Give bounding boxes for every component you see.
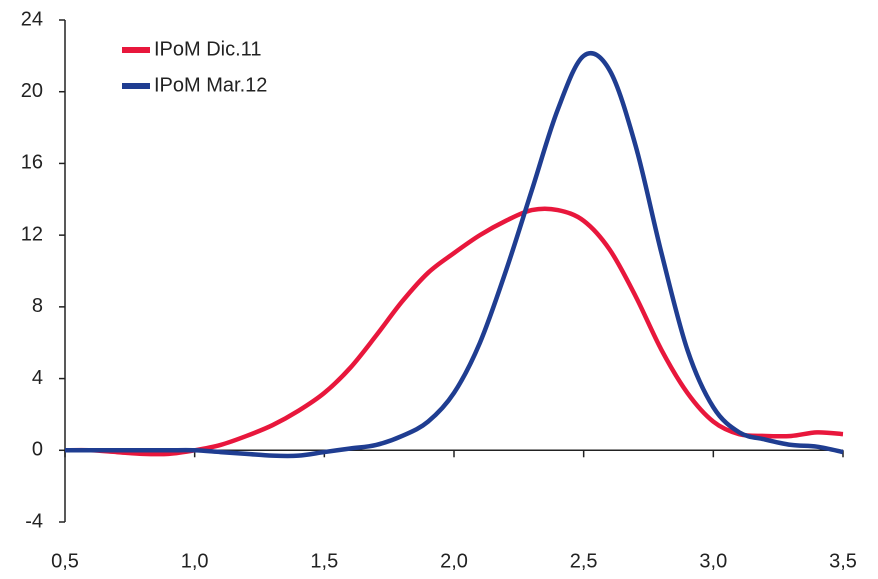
x-tick-label: 3,0 bbox=[699, 550, 727, 572]
y-tick-label: 8 bbox=[32, 295, 43, 317]
y-tick-label: 12 bbox=[21, 223, 43, 245]
y-tick-label: 24 bbox=[21, 8, 43, 30]
x-tick-label: 2,0 bbox=[440, 550, 468, 572]
x-tick-label: 2,5 bbox=[570, 550, 598, 572]
x-tick-label: 3,5 bbox=[829, 550, 857, 572]
legend-label: IPoM Mar.12 bbox=[154, 74, 267, 96]
legend-label: IPoM Dic.11 bbox=[154, 38, 261, 60]
x-tick-label: 1,0 bbox=[181, 550, 209, 572]
y-tick-label: 16 bbox=[21, 152, 43, 174]
series-line bbox=[64, 206, 844, 457]
x-tick-label: 1,5 bbox=[310, 550, 338, 572]
y-tick-label: 20 bbox=[21, 80, 43, 102]
x-tick-label: 0,5 bbox=[51, 550, 79, 572]
series-line bbox=[65, 50, 844, 459]
y-tick-label: 4 bbox=[32, 367, 43, 389]
y-tick-label: -4 bbox=[25, 510, 43, 532]
y-tick-label: 0 bbox=[32, 439, 43, 461]
